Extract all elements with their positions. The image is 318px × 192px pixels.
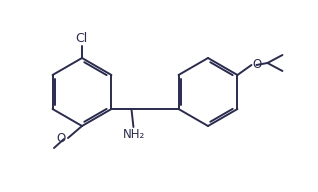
Text: NH₂: NH₂ <box>123 128 146 141</box>
Text: O: O <box>57 132 66 145</box>
Text: O: O <box>252 59 262 71</box>
Text: Cl: Cl <box>75 32 87 45</box>
